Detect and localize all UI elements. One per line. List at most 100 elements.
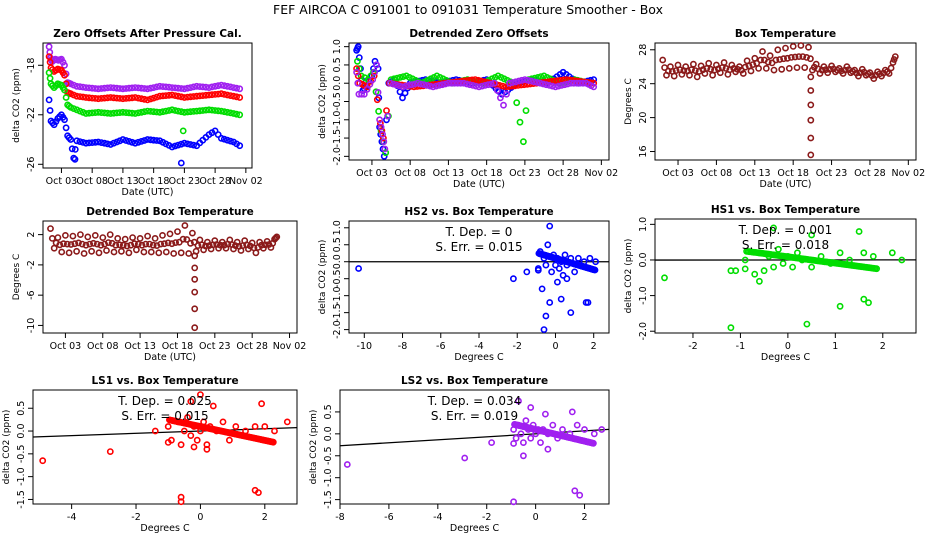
data-point <box>803 54 810 61</box>
data-point <box>353 57 361 65</box>
data-point <box>78 240 86 248</box>
data-point <box>223 136 231 144</box>
cluster-point <box>259 436 267 444</box>
plot-title: Box Temperature <box>735 28 836 40</box>
data-point <box>150 108 157 116</box>
y-tick-label: -1.5 <box>16 490 27 509</box>
data-point <box>177 93 185 101</box>
data-point <box>533 79 541 86</box>
data-point <box>134 138 142 146</box>
data-point <box>554 254 561 262</box>
cluster-point <box>234 431 242 438</box>
y-axis-label: delta CO2 (ppm) <box>318 240 328 315</box>
data-point <box>82 84 90 91</box>
data-point <box>451 79 458 87</box>
x-tick-label: Nov 02 <box>229 176 263 187</box>
data-point <box>196 427 204 435</box>
data-point <box>156 82 164 90</box>
outlier-point <box>191 324 199 332</box>
data-point <box>113 94 121 102</box>
outlier-point <box>807 87 815 94</box>
y-tick-label: -1.5 <box>332 303 343 322</box>
x-tick-label: Oct 18 <box>777 168 809 179</box>
data-point <box>68 145 76 153</box>
data-point <box>164 423 172 430</box>
data-point <box>741 63 749 71</box>
data-point <box>548 268 555 276</box>
data-point <box>162 92 170 99</box>
y-axis-label: Degrees C <box>624 78 634 125</box>
data-point <box>787 54 795 61</box>
data-point <box>62 231 69 239</box>
data-point <box>411 80 419 88</box>
cluster-point <box>221 428 229 436</box>
outlier-points <box>191 252 199 332</box>
plot-p1: Zero Offsets After Pressure Cal.Oct 03 Oc… <box>12 28 263 198</box>
data-point <box>140 85 148 92</box>
plot-title: HS1 vs. Box Temperature <box>711 204 860 216</box>
data-point <box>196 92 204 100</box>
data-point <box>164 239 172 247</box>
data-point <box>536 248 544 255</box>
plot-frame <box>348 42 610 161</box>
data-point <box>389 80 397 88</box>
data-point <box>190 108 197 115</box>
data-point <box>190 83 197 91</box>
x-tick-label: Nov 02 <box>585 168 619 179</box>
data-point <box>219 418 227 426</box>
data-point <box>789 263 796 271</box>
x-tick-label: Oct 13 <box>433 168 465 179</box>
data-point <box>354 79 362 87</box>
data-point <box>472 82 480 90</box>
data-point <box>693 73 701 81</box>
cluster-point <box>575 261 583 269</box>
data-point <box>113 84 121 92</box>
data-point <box>67 136 75 143</box>
data-point <box>568 408 576 416</box>
data-point <box>144 96 151 104</box>
data-point <box>520 439 527 446</box>
data-point <box>227 92 234 99</box>
data-point <box>513 99 521 107</box>
data-point <box>860 295 868 303</box>
data-point <box>147 95 154 103</box>
data-point <box>46 107 54 114</box>
data-point <box>140 248 148 256</box>
data-point <box>65 249 73 257</box>
data-point <box>203 445 211 453</box>
data-point <box>93 240 101 248</box>
cluster-point <box>510 440 517 447</box>
data-point <box>46 74 54 82</box>
data-point <box>546 82 553 89</box>
data-point <box>727 267 735 275</box>
data-point <box>104 84 111 92</box>
data-point <box>94 108 102 116</box>
data-point <box>144 85 151 93</box>
y-tick-label: -1.0 <box>638 286 649 305</box>
data-point <box>119 241 127 249</box>
data-point <box>73 137 81 145</box>
data-point <box>112 241 120 249</box>
data-point <box>561 251 569 259</box>
cluster-point <box>227 429 235 437</box>
data-point <box>373 61 380 69</box>
y-axis-label: delta CO2 (ppm) <box>624 239 634 314</box>
outlier-point <box>191 305 199 313</box>
data-point <box>487 80 495 88</box>
data-point <box>223 108 231 116</box>
data-point <box>193 92 201 100</box>
data-point <box>438 81 446 89</box>
data-point <box>105 239 112 246</box>
data-point <box>180 427 188 435</box>
outlier-point <box>807 73 815 81</box>
data-point <box>354 43 362 51</box>
y-tick-label: -2.0 <box>332 320 343 339</box>
x-tick-label: 0 <box>533 512 539 523</box>
data-point <box>162 248 170 256</box>
data-point <box>770 66 778 74</box>
data-point <box>153 137 161 144</box>
data-point <box>770 263 777 271</box>
data-point <box>174 141 182 149</box>
data-point <box>168 240 176 248</box>
y-tick-label: -0.5 <box>16 445 27 464</box>
